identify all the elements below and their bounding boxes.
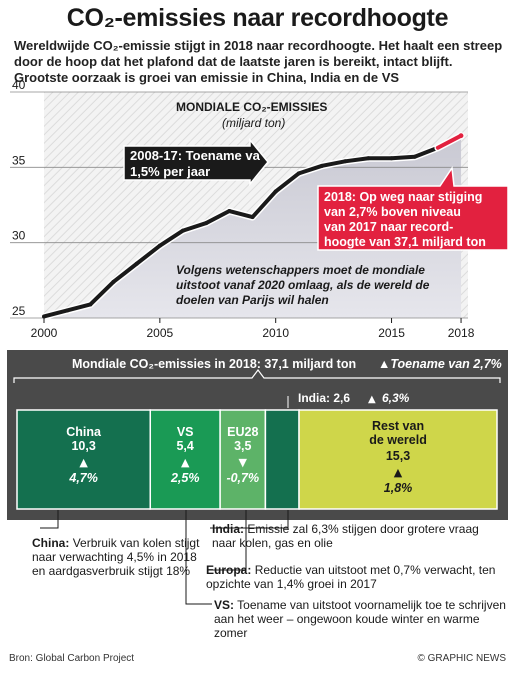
point-2015 bbox=[389, 156, 394, 161]
note-vs-label: VS: bbox=[214, 598, 235, 612]
bar-label-eu28: EU28 bbox=[227, 425, 258, 439]
annotation-paris-line-2: uitstoot vanaf 2020 omlaag, als de werel… bbox=[176, 278, 430, 292]
chart-title-group: MONDIALE CO₂-EMISSIES (miljard ton) bbox=[176, 100, 327, 130]
note-europa-label: Europa: bbox=[206, 563, 252, 577]
point-2016 bbox=[412, 154, 417, 159]
bar-label-rest-van-de-wereld: Rest van bbox=[372, 419, 424, 433]
point-2011 bbox=[296, 171, 301, 176]
annotation-growth-line-2: 1,5% per jaar bbox=[130, 164, 210, 179]
bar-chart-total-change: ▲Toename van 2,7% bbox=[378, 357, 502, 371]
line-chart: 25 30 35 40 2000 2005 2010 2015 2018 MONDIALE C… bbox=[10, 78, 509, 340]
bar-change-eu28: -0,7% bbox=[226, 471, 259, 485]
india-top-arrow: ▲ bbox=[368, 394, 376, 405]
bar-section: Mondiale CO₂-emissies in 2018: 37,1 milj… bbox=[7, 350, 508, 520]
annotation-record-line-2: van 2,7% boven niveau bbox=[324, 205, 461, 219]
bar-change-rest-van-de-wereld: 1,8% bbox=[384, 481, 413, 495]
annotation-record: 2018: Op weg naar stijging van 2,7% bove… bbox=[317, 165, 509, 251]
bar-label-china: China bbox=[66, 425, 102, 439]
annotation-growth-line-1: 2008-17: Toename va bbox=[130, 148, 261, 163]
page-title: CO₂-emissies naar recordhoogte bbox=[66, 4, 449, 32]
x-axis-labels: 2000 2005 2010 2015 2018 bbox=[31, 326, 475, 340]
point-2003 bbox=[111, 279, 116, 284]
point-2001 bbox=[65, 308, 70, 313]
note-vs: VS: Toename van uitstoot voornamelijk to… bbox=[214, 598, 508, 640]
bar-label-rest-van-de-wereld: de wereld bbox=[369, 433, 427, 447]
line-chart-area bbox=[44, 135, 462, 318]
bar-arrow-vs: ▲ bbox=[181, 456, 190, 469]
x-tick-2000: 2000 bbox=[31, 326, 58, 340]
note-india: India: Emissie zal 6,3% stijgen door gro… bbox=[212, 522, 502, 550]
annotation-paris-line-3: doelen van Parijs wil halen bbox=[176, 293, 329, 307]
bar-change-china: 4,7% bbox=[68, 471, 98, 485]
bar-value-vs: 5,4 bbox=[176, 439, 193, 453]
point-2005 bbox=[157, 243, 162, 248]
x-tick-2018: 2018 bbox=[448, 326, 475, 340]
bar-arrow-china: ▲ bbox=[79, 456, 88, 469]
bar-india bbox=[264, 409, 300, 510]
series-line-projection-2018 bbox=[435, 133, 464, 150]
x-tick-2005: 2005 bbox=[146, 326, 173, 340]
point-2008 bbox=[227, 209, 232, 214]
bar-rest-van-de-wereld bbox=[298, 409, 498, 510]
point-2004 bbox=[134, 261, 139, 266]
note-india-text: Emissie zal 6,3% stijgen door grotere vr… bbox=[212, 522, 479, 550]
series-line-2000-2017 bbox=[43, 145, 439, 319]
bar-chart-title: Mondiale CO₂-emissies in 2018: 37,1 milj… bbox=[72, 357, 356, 371]
y-tick-30: 30 bbox=[12, 229, 26, 243]
line-chart-series bbox=[42, 132, 465, 320]
note-europa: Europa: Reductie van uitstoot met 0,7% v… bbox=[206, 563, 506, 591]
annotation-growth: 2008-17: Toename va 1,5% per jaar bbox=[123, 137, 269, 187]
note-india-label: India: bbox=[212, 522, 244, 536]
y-tick-40: 40 bbox=[12, 78, 26, 92]
note-europa-text: Reductie van uitstoot met 0,7% verwacht,… bbox=[206, 563, 496, 591]
point-2000 bbox=[42, 314, 46, 319]
bar-value-rest-van-de-wereld: 15,3 bbox=[386, 449, 410, 463]
point-2014 bbox=[366, 156, 371, 161]
annotation-record-line-3: van 2017 naar record- bbox=[324, 220, 453, 234]
bar-value-china: 10,3 bbox=[71, 439, 95, 453]
footer-source: Bron: Global Carbon Project bbox=[9, 653, 135, 664]
india-top-change: 6,3% bbox=[382, 391, 410, 405]
point-2009 bbox=[250, 215, 255, 220]
bar-arrow-eu28: ▼ bbox=[239, 456, 248, 469]
series-area bbox=[44, 135, 462, 318]
y-tick-25: 25 bbox=[12, 304, 26, 318]
x-tick-2015: 2015 bbox=[378, 326, 405, 340]
bar-bracket bbox=[13, 369, 501, 383]
bar-eu28 bbox=[219, 409, 267, 510]
annotation-paris-line-1: Volgens wetenschappers moet de mondiale bbox=[176, 263, 425, 277]
note-vs-text: Toename van uitstoot voornamelijk toe te… bbox=[214, 598, 506, 640]
line-chart-unit: (miljard ton) bbox=[222, 116, 285, 130]
point-2002 bbox=[88, 302, 93, 307]
bar-change-vs: 2,5% bbox=[170, 471, 200, 485]
point-2007 bbox=[204, 221, 209, 226]
x-tick-2010: 2010 bbox=[262, 326, 289, 340]
note-china: China: Verbruik van kolen stijgt naar ve… bbox=[32, 536, 202, 578]
note-leaders bbox=[40, 510, 289, 605]
bar-china bbox=[16, 409, 152, 510]
footer-credit: © GRAPHIC NEWS bbox=[417, 653, 507, 664]
point-2010 bbox=[273, 189, 278, 194]
bar-label-vs: VS bbox=[177, 425, 194, 439]
note-china-text: Verbruik van kolen stijgt naar verwachti… bbox=[32, 536, 200, 578]
annotation-record-line-1: 2018: Op weg naar stijging bbox=[324, 190, 482, 204]
india-top-label: India: 2,6 bbox=[298, 391, 350, 405]
y-tick-35: 35 bbox=[12, 153, 26, 167]
point-2013 bbox=[343, 159, 348, 164]
bar-arrow-rest-van-de-wereld: ▲ bbox=[394, 466, 403, 479]
annotation-record-line-4: hoogte van 37,1 miljard ton bbox=[324, 235, 486, 249]
point-2018 bbox=[458, 133, 464, 139]
y-axis-labels: 25 30 35 40 bbox=[12, 78, 26, 318]
annotation-paris: Volgens wetenschappers moet de mondiale … bbox=[176, 263, 430, 307]
bar-vs bbox=[149, 409, 221, 510]
page-subtitle: Wereldwijde CO₂-emissie stijgt in 2018 n… bbox=[14, 38, 503, 85]
line-chart-title: MONDIALE CO₂-EMISSIES bbox=[176, 100, 327, 114]
point-2006 bbox=[181, 228, 186, 233]
point-2012 bbox=[320, 163, 325, 168]
bar-value-eu28: 3,5 bbox=[234, 439, 251, 453]
note-china-label: China: bbox=[32, 536, 70, 550]
